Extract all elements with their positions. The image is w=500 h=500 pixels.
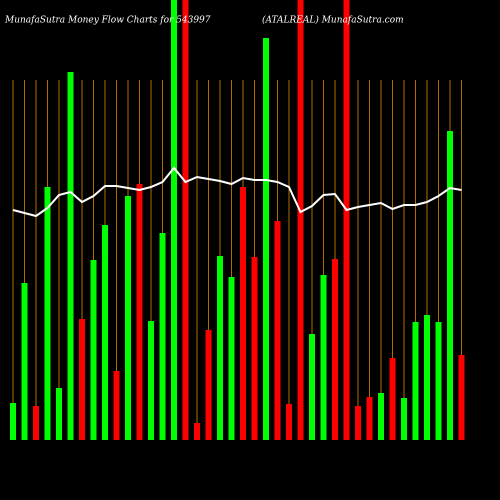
bar [79,319,85,440]
bar [228,277,235,440]
bar [366,397,373,440]
bar [33,406,39,440]
bar [435,322,442,440]
bar [263,38,269,440]
bar [297,0,304,440]
bar [251,257,258,440]
bar [44,187,51,440]
bar [274,221,281,440]
bar [343,0,350,440]
money-flow-line [12,166,462,218]
bar [447,131,453,440]
bar [458,355,465,440]
chart-subtitle: (ATALREAL) MunafaSutra.com [262,15,404,26]
bar [10,403,16,440]
bar [412,322,419,440]
bar [286,404,292,440]
bar [21,283,28,440]
bar [240,187,246,440]
bar [320,275,327,440]
bar [90,260,97,440]
bar [205,330,212,440]
bar [424,315,430,440]
bar [378,393,384,440]
bar [136,184,143,440]
bar [125,196,131,440]
bar [171,0,177,440]
bar [102,225,108,440]
bar [56,388,62,440]
bar [194,423,200,440]
bar [389,358,396,440]
bar [309,334,315,440]
bar [332,259,338,440]
chart-title: MunafaSutra Money Flow Charts for 543997 [4,16,211,26]
bar [159,233,166,440]
bar [355,406,361,440]
bar [401,398,407,440]
bar [182,0,189,440]
bar [113,371,120,440]
bar [148,321,154,440]
bar [217,256,223,440]
bar [67,72,74,440]
